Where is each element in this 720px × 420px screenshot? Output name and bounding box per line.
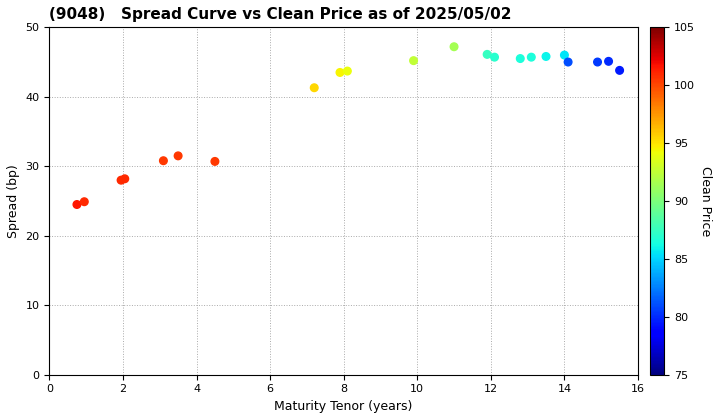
Point (592, 59, 603, 66)
Point (341, 68, 353, 74)
Point (614, 67, 626, 74)
Point (158, 158, 169, 164)
Point (449, 43, 460, 50)
Text: (9048)   Spread Curve vs Clean Price as of 2025/05/02: (9048) Spread Curve vs Clean Price as of… (50, 7, 512, 22)
Point (603, 58, 614, 65)
Point (562, 59, 574, 66)
Point (119, 176, 130, 182)
Point (172, 152, 184, 159)
Point (540, 53, 552, 60)
Point (515, 55, 526, 62)
Y-axis label: Clean Price: Clean Price (698, 166, 712, 236)
Point (559, 52, 570, 58)
Point (489, 54, 500, 60)
Point (71, 201, 83, 208)
Point (115, 177, 127, 184)
Point (334, 69, 346, 76)
Point (78, 198, 90, 205)
Point (526, 54, 537, 60)
Y-axis label: Spread (bp): Spread (bp) (7, 164, 20, 238)
Point (482, 51, 493, 58)
X-axis label: Maturity Tenor (years): Maturity Tenor (years) (274, 400, 413, 413)
Point (408, 57, 419, 64)
Point (308, 84, 320, 91)
Point (209, 158, 220, 165)
